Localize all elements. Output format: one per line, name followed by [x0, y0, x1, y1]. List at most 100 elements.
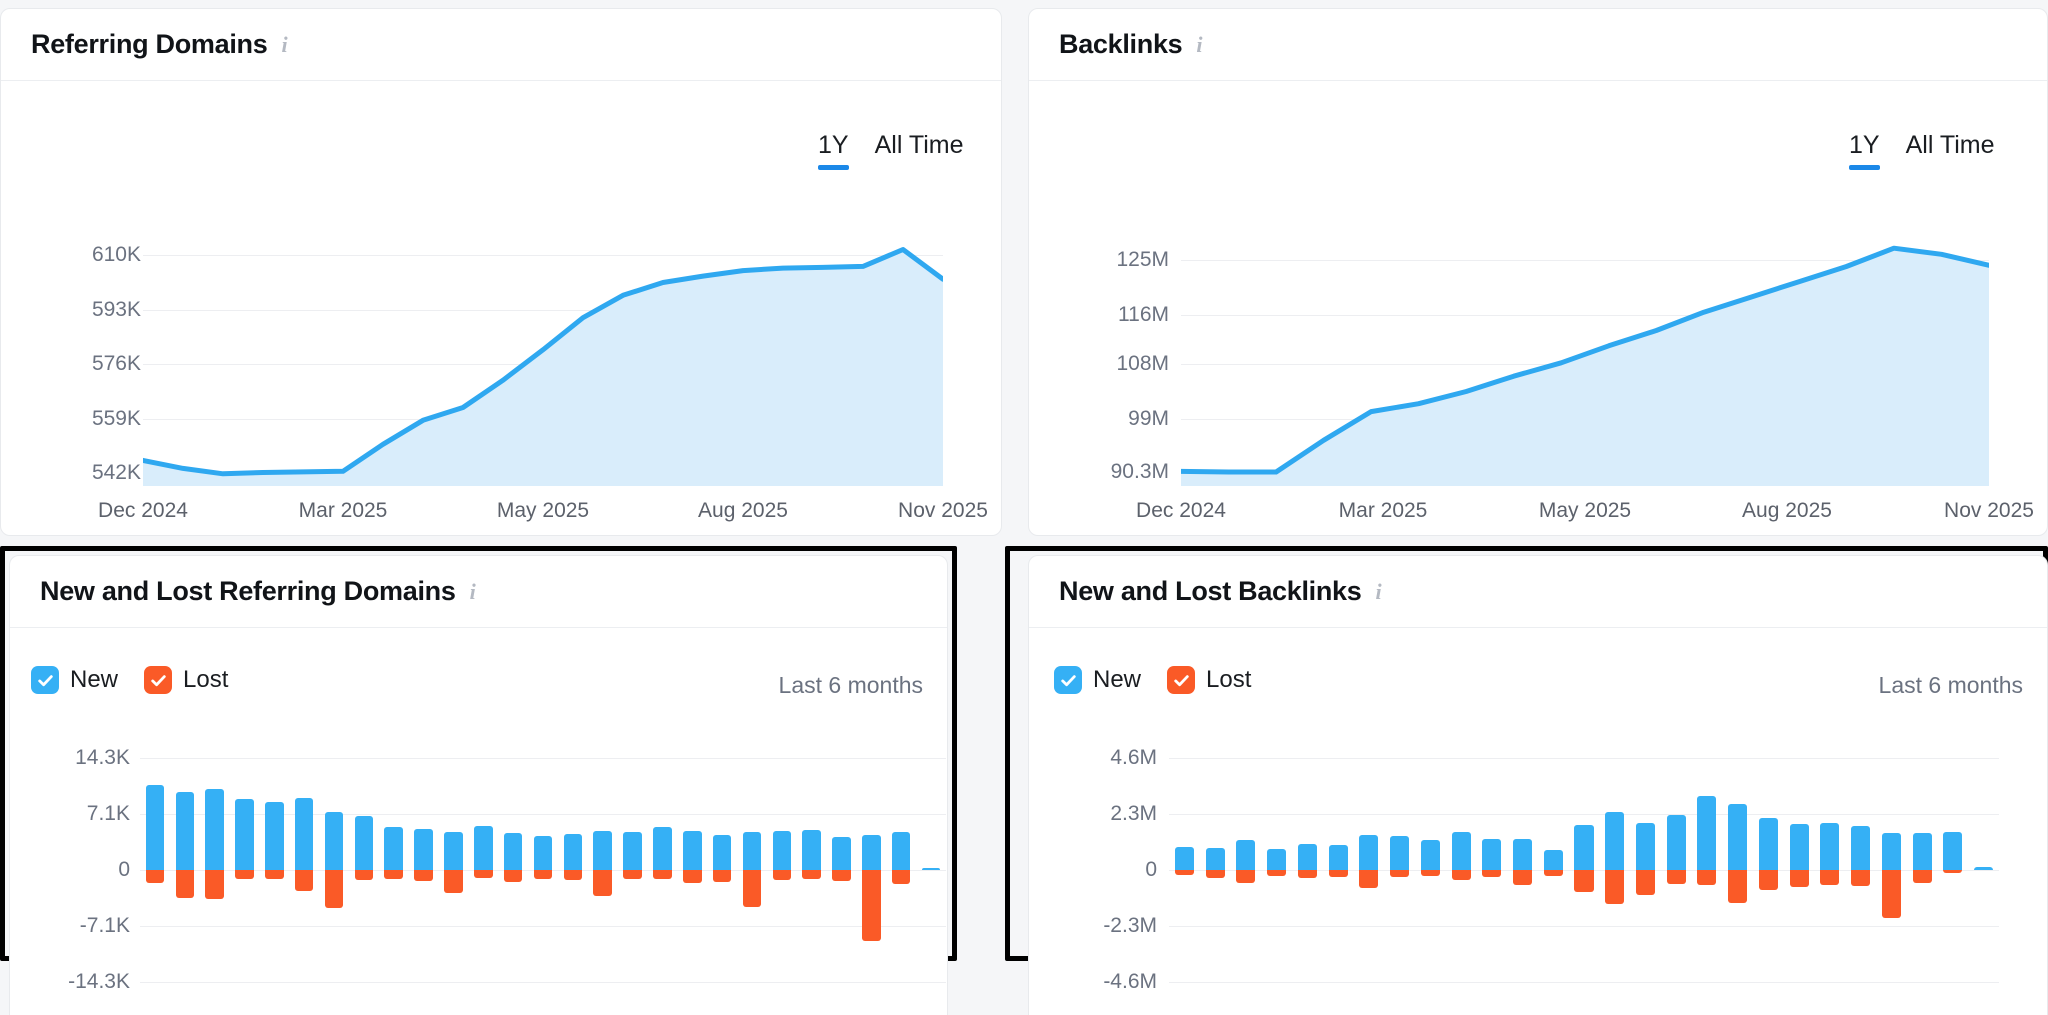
bar-group[interactable]	[1943, 758, 1963, 982]
bar-group[interactable]	[1328, 758, 1348, 982]
bar-new[interactable]	[1974, 866, 1994, 870]
bar-new[interactable]	[683, 830, 702, 870]
bar-new[interactable]	[1758, 817, 1778, 870]
bar-new[interactable]	[832, 837, 851, 870]
bar-lost[interactable]	[1912, 870, 1932, 883]
bar-new[interactable]	[1297, 843, 1317, 870]
bar-lost[interactable]	[1789, 870, 1809, 887]
bar-group[interactable]	[324, 758, 344, 982]
bar-new[interactable]	[1881, 833, 1901, 870]
range-option-all-time[interactable]: All Time	[1905, 131, 1995, 159]
bar-lost[interactable]	[414, 870, 433, 881]
bar-group[interactable]	[205, 758, 224, 982]
bar-group[interactable]	[1359, 758, 1379, 982]
bar-lost[interactable]	[1543, 870, 1563, 876]
bar-new[interactable]	[1789, 823, 1809, 870]
new-lost-backlinks-plot[interactable]	[1169, 758, 1999, 983]
bar-new[interactable]	[265, 801, 284, 870]
bar-lost[interactable]	[1666, 870, 1686, 885]
bar-lost[interactable]	[1328, 870, 1348, 878]
bar-group[interactable]	[1174, 758, 1194, 982]
bar-new[interactable]	[414, 829, 433, 870]
bar-new[interactable]	[712, 834, 732, 870]
range-option-all-time[interactable]: All Time	[874, 131, 964, 159]
bar-group[interactable]	[563, 758, 583, 982]
backlinks-plot[interactable]	[1181, 236, 1989, 486]
bar-new[interactable]	[503, 833, 523, 870]
bar-group[interactable]	[265, 758, 284, 982]
bar-group[interactable]	[533, 758, 553, 982]
legend-checkbox-lost[interactable]: Lost	[1167, 666, 1251, 694]
bar-lost[interactable]	[832, 870, 851, 881]
bar-new[interactable]	[354, 815, 374, 870]
bar-new[interactable]	[802, 830, 821, 870]
bar-group[interactable]	[623, 758, 642, 982]
bar-group[interactable]	[1420, 758, 1440, 982]
bar-lost[interactable]	[1267, 870, 1287, 877]
bar-group[interactable]	[593, 758, 612, 982]
info-icon[interactable]: i	[469, 578, 476, 604]
bar-group[interactable]	[1297, 758, 1317, 982]
bar-new[interactable]	[653, 826, 672, 870]
bar-lost[interactable]	[891, 870, 911, 885]
bar-new[interactable]	[1820, 823, 1840, 870]
bar-group[interactable]	[1267, 758, 1287, 982]
bar-lost[interactable]	[593, 870, 612, 896]
bar-new[interactable]	[1267, 848, 1287, 870]
bar-new[interactable]	[1543, 849, 1563, 870]
info-icon[interactable]: i	[1375, 578, 1382, 604]
bar-group[interactable]	[414, 758, 433, 982]
bar-new[interactable]	[1666, 815, 1686, 870]
bar-group[interactable]	[1789, 758, 1809, 982]
bar-lost[interactable]	[474, 870, 493, 878]
bar-group[interactable]	[145, 758, 165, 982]
bar-lost[interactable]	[1174, 870, 1194, 875]
bar-new[interactable]	[921, 867, 941, 870]
bar-group[interactable]	[921, 758, 941, 982]
bar-lost[interactable]	[1820, 870, 1840, 886]
bar-group[interactable]	[683, 758, 702, 982]
legend-checkbox-lost[interactable]: Lost	[144, 666, 228, 694]
bar-lost[interactable]	[772, 870, 792, 881]
bar-group[interactable]	[802, 758, 821, 982]
bar-lost[interactable]	[1697, 870, 1717, 885]
bar-new[interactable]	[235, 798, 254, 870]
bar-group[interactable]	[1974, 758, 1994, 982]
bar-new[interactable]	[1482, 839, 1502, 870]
legend-checkbox-new[interactable]: New	[31, 666, 118, 694]
bar-group[interactable]	[1574, 758, 1594, 982]
bar-new[interactable]	[1943, 832, 1963, 870]
bar-lost[interactable]	[205, 870, 224, 899]
bar-new[interactable]	[1328, 845, 1348, 870]
bar-new[interactable]	[384, 826, 403, 870]
bar-group[interactable]	[1881, 758, 1901, 982]
bar-group[interactable]	[503, 758, 523, 982]
bar-new[interactable]	[474, 826, 493, 870]
bar-new[interactable]	[1728, 804, 1748, 870]
bar-new[interactable]	[1359, 835, 1379, 870]
bar-lost[interactable]	[1451, 870, 1471, 881]
bar-lost[interactable]	[1574, 870, 1594, 893]
referring-domains-plot[interactable]	[143, 236, 943, 486]
bar-new[interactable]	[1236, 839, 1256, 870]
bar-group[interactable]	[1512, 758, 1533, 982]
bar-new[interactable]	[862, 834, 881, 870]
bar-lost[interactable]	[623, 870, 642, 880]
checkbox-new[interactable]	[31, 666, 59, 694]
bar-new[interactable]	[1574, 824, 1594, 870]
bar-lost[interactable]	[1758, 870, 1778, 891]
bar-lost[interactable]	[444, 870, 463, 894]
bar-lost[interactable]	[1943, 870, 1963, 873]
bar-new[interactable]	[1390, 836, 1410, 870]
bar-new[interactable]	[294, 797, 314, 870]
bar-group[interactable]	[891, 758, 911, 982]
bar-group[interactable]	[742, 758, 762, 982]
bar-new[interactable]	[772, 830, 792, 870]
bar-lost[interactable]	[683, 870, 702, 883]
bar-new[interactable]	[1635, 822, 1655, 870]
bar-lost[interactable]	[1420, 870, 1440, 877]
bar-lost[interactable]	[1512, 870, 1533, 885]
bar-group[interactable]	[1236, 758, 1256, 982]
bar-new[interactable]	[1174, 846, 1194, 870]
bar-group[interactable]	[1912, 758, 1932, 982]
